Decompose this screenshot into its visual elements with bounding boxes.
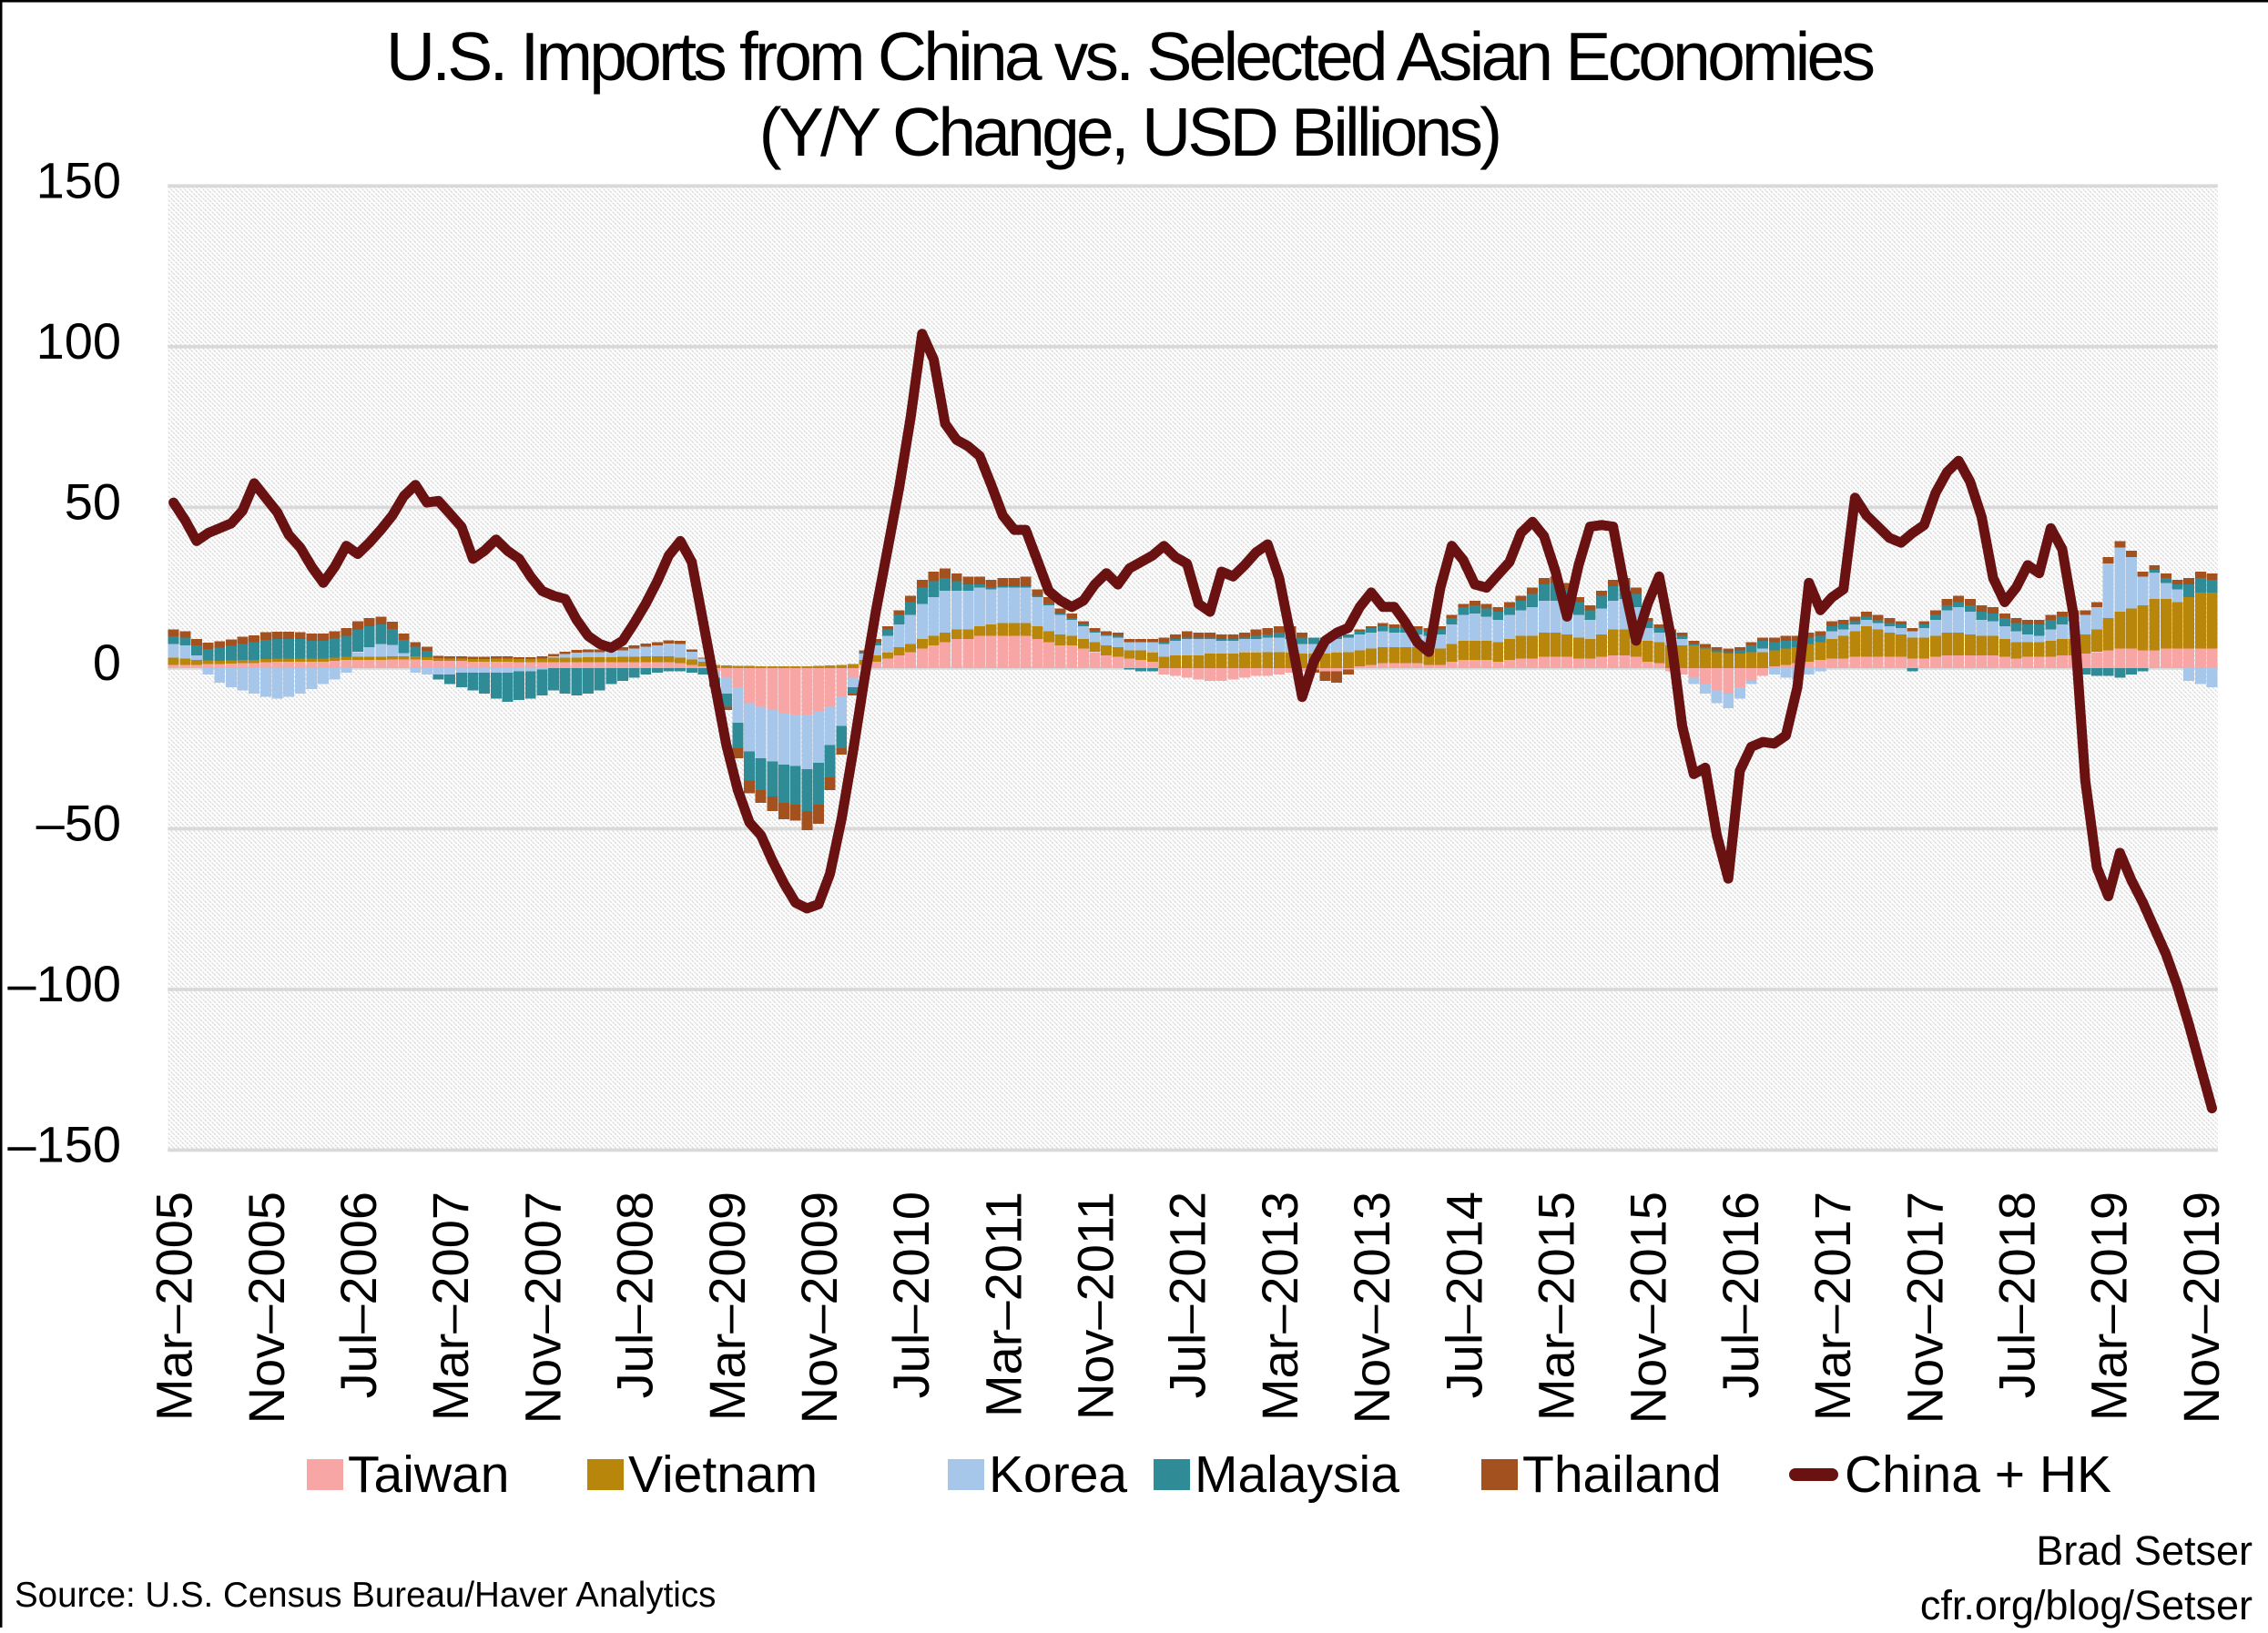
svg-text:Nov–2019: Nov–2019 [2172, 1192, 2230, 1424]
svg-text:U.S. Imports from China vs. Se: U.S. Imports from China vs. Selected Asi… [386, 18, 1874, 95]
svg-text:–100: –100 [7, 955, 121, 1012]
svg-text:Vietnam: Vietnam [628, 1445, 818, 1504]
svg-text:Mar–2007: Mar–2007 [422, 1192, 479, 1421]
svg-text:Taiwan: Taiwan [348, 1445, 509, 1504]
svg-text:Jul–2018: Jul–2018 [1988, 1192, 2045, 1398]
svg-text:Mar–2017: Mar–2017 [1804, 1192, 1861, 1421]
svg-text:Nov–2005: Nov–2005 [238, 1192, 295, 1424]
svg-text:Mar–2015: Mar–2015 [1528, 1192, 1585, 1421]
svg-text:Korea: Korea [989, 1445, 1127, 1504]
svg-text:Jul–2016: Jul–2016 [1712, 1192, 1769, 1398]
svg-text:Nov–2015: Nov–2015 [1620, 1192, 1677, 1424]
svg-text:Thailand: Thailand [1522, 1445, 1722, 1504]
svg-text:Jul–2008: Jul–2008 [606, 1192, 664, 1398]
svg-text:(Y/Y Change, USD Billions): (Y/Y Change, USD Billions) [759, 94, 1500, 170]
svg-text:cfr.org/blog/Setser: cfr.org/blog/Setser [1920, 1582, 2253, 1628]
svg-text:Mar–2013: Mar–2013 [1251, 1192, 1308, 1421]
svg-text:Nov–2017: Nov–2017 [1896, 1192, 1953, 1424]
svg-text:–50: –50 [36, 794, 121, 851]
svg-text:100: 100 [36, 312, 121, 370]
svg-text:Nov–2009: Nov–2009 [790, 1192, 848, 1424]
svg-text:Jul–2010: Jul–2010 [882, 1192, 940, 1398]
svg-text:–150: –150 [7, 1116, 121, 1173]
svg-text:50: 50 [65, 472, 121, 530]
svg-text:0: 0 [93, 634, 121, 691]
svg-text:Source: U.S. Census Bureau/Hav: Source: U.S. Census Bureau/Haver Analyti… [15, 1576, 716, 1615]
svg-text:Nov–2013: Nov–2013 [1343, 1192, 1400, 1424]
svg-text:Brad Setser: Brad Setser [2036, 1527, 2253, 1574]
svg-text:Mar–2005: Mar–2005 [146, 1192, 203, 1421]
svg-text:Mar–2009: Mar–2009 [698, 1192, 756, 1421]
svg-text:Jul–2014: Jul–2014 [1435, 1192, 1492, 1398]
svg-text:Mar–2019: Mar–2019 [2080, 1192, 2138, 1421]
svg-text:Jul–2012: Jul–2012 [1159, 1192, 1216, 1398]
svg-text:150: 150 [36, 151, 121, 208]
svg-text:Nov–2007: Nov–2007 [514, 1192, 571, 1424]
svg-text:Jul–2006: Jul–2006 [330, 1192, 387, 1398]
svg-text:Mar–2011: Mar–2011 [974, 1192, 1032, 1417]
svg-text:Nov–2011: Nov–2011 [1067, 1192, 1124, 1420]
svg-text:Malaysia: Malaysia [1195, 1445, 1399, 1504]
svg-text:China + HK: China + HK [1845, 1445, 2111, 1504]
